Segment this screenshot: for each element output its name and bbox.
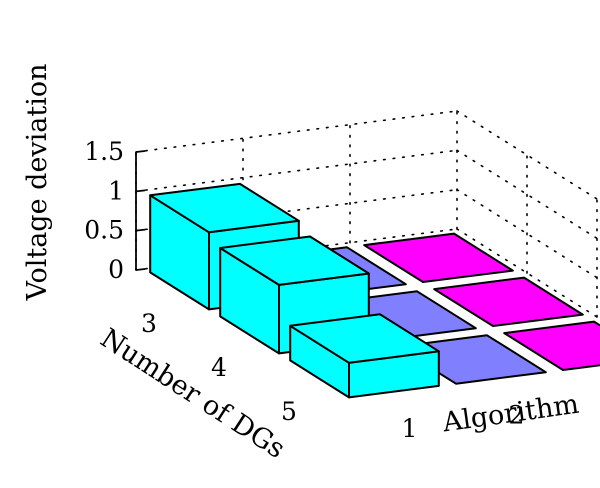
grid-line [135, 188, 458, 232]
bars [149, 182, 600, 399]
bar-alg3-dg3 [363, 232, 514, 283]
z-tick-label: 0.5 [84, 216, 124, 245]
dg-tick-label: 5 [281, 397, 297, 426]
algorithm-tick-label: 2 [509, 400, 525, 429]
algorithm-tick-label: 1 [402, 414, 418, 443]
z-tick-mark [135, 268, 146, 271]
bar-top-face [363, 232, 514, 283]
dg-tick-label: 3 [141, 309, 157, 338]
z-tick-label: 1.5 [84, 137, 124, 166]
axes [135, 150, 146, 271]
algorithm-axis-title: Algorithm [440, 389, 581, 439]
grid-line [135, 110, 458, 153]
grid-line [135, 228, 458, 271]
z-axis-title: Voltage deviation [22, 63, 53, 301]
z-tick-mark [135, 228, 146, 232]
tick-labels: 00.511.5345123 [84, 137, 525, 443]
bar-alg3-dg5 [503, 320, 600, 371]
dg-axis-title: Number of DGs [95, 323, 291, 465]
z-tick-mark [135, 150, 146, 153]
grid-line [456, 228, 600, 320]
grid-line [456, 188, 600, 281]
z-tick-label: 1 [108, 176, 124, 205]
bar-top-face [219, 235, 370, 286]
grid-line [135, 149, 458, 193]
bar-alg1-dg5 [289, 313, 440, 399]
z-tick-mark [135, 189, 146, 193]
bar-alg3-dg4 [433, 276, 584, 327]
z-tick-label: 0 [108, 255, 124, 284]
bar-top-face [149, 182, 300, 234]
grid-line [456, 149, 600, 242]
dg-tick-label: 4 [211, 353, 227, 382]
bar-top-face [503, 320, 600, 371]
bar-top-face [433, 276, 584, 327]
bar-top-face [289, 313, 440, 364]
grid-line [456, 110, 600, 202]
